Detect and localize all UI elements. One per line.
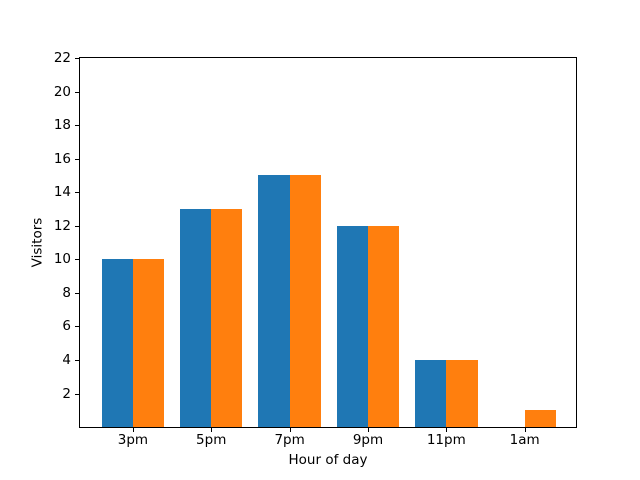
y-axis-label: Visitors xyxy=(29,217,46,268)
y-tick-mark xyxy=(75,158,79,160)
x-tick-mark xyxy=(132,428,134,432)
x-tick-label: 5pm xyxy=(196,432,227,448)
x-tick-mark xyxy=(446,428,448,432)
y-tick-label: 8 xyxy=(62,284,71,301)
x-tick-mark xyxy=(524,428,526,432)
x-tick-label: 11pm xyxy=(426,432,466,448)
y-tick-mark xyxy=(75,292,79,294)
bar-7pm-orange xyxy=(289,175,321,427)
bar-7pm-blue xyxy=(258,175,290,427)
bars-layer xyxy=(80,58,576,427)
x-axis-label: Hour of day xyxy=(288,452,368,468)
y-tick-label: 4 xyxy=(62,351,71,368)
y-tick-mark xyxy=(75,192,79,194)
bar-1am-orange xyxy=(524,410,556,427)
bar-3pm-orange xyxy=(132,259,165,427)
y-tick-label: 18 xyxy=(53,117,71,134)
y-tick-label: 10 xyxy=(53,251,71,268)
y-tick-mark xyxy=(75,91,79,93)
bar-9pm-orange xyxy=(368,225,400,427)
y-tick-mark xyxy=(75,259,79,261)
bar-3pm-blue xyxy=(101,259,133,427)
bar-9pm-blue xyxy=(336,225,368,427)
bar-5pm-blue xyxy=(179,209,212,427)
x-tick-label: 1am xyxy=(509,432,540,448)
y-tick-label: 6 xyxy=(62,318,71,335)
y-tick-mark xyxy=(75,225,79,227)
y-tick-mark xyxy=(75,58,79,59)
y-tick-mark xyxy=(75,359,79,361)
y-tick-label: 20 xyxy=(53,83,71,100)
x-tick-label: 7pm xyxy=(274,432,305,448)
y-tick-label: 2 xyxy=(62,385,71,402)
bar-11pm-orange xyxy=(446,359,478,427)
y-tick-label: 12 xyxy=(53,217,71,234)
y-tick-label: 16 xyxy=(53,150,71,167)
y-tick-mark xyxy=(75,125,79,127)
x-tick-label: 9pm xyxy=(352,432,384,448)
y-tick-mark xyxy=(75,326,79,328)
x-tick-mark xyxy=(211,428,213,432)
y-tick-label: 14 xyxy=(53,184,71,201)
x-tick-mark xyxy=(368,428,369,432)
x-tick-mark xyxy=(289,428,291,432)
bar-5pm-orange xyxy=(211,209,243,427)
y-tick-label: 22 xyxy=(53,50,71,66)
bar-11pm-blue xyxy=(415,359,447,427)
plot-area xyxy=(79,57,577,428)
y-tick-mark xyxy=(75,393,79,395)
x-tick-label: 3pm xyxy=(117,432,149,448)
